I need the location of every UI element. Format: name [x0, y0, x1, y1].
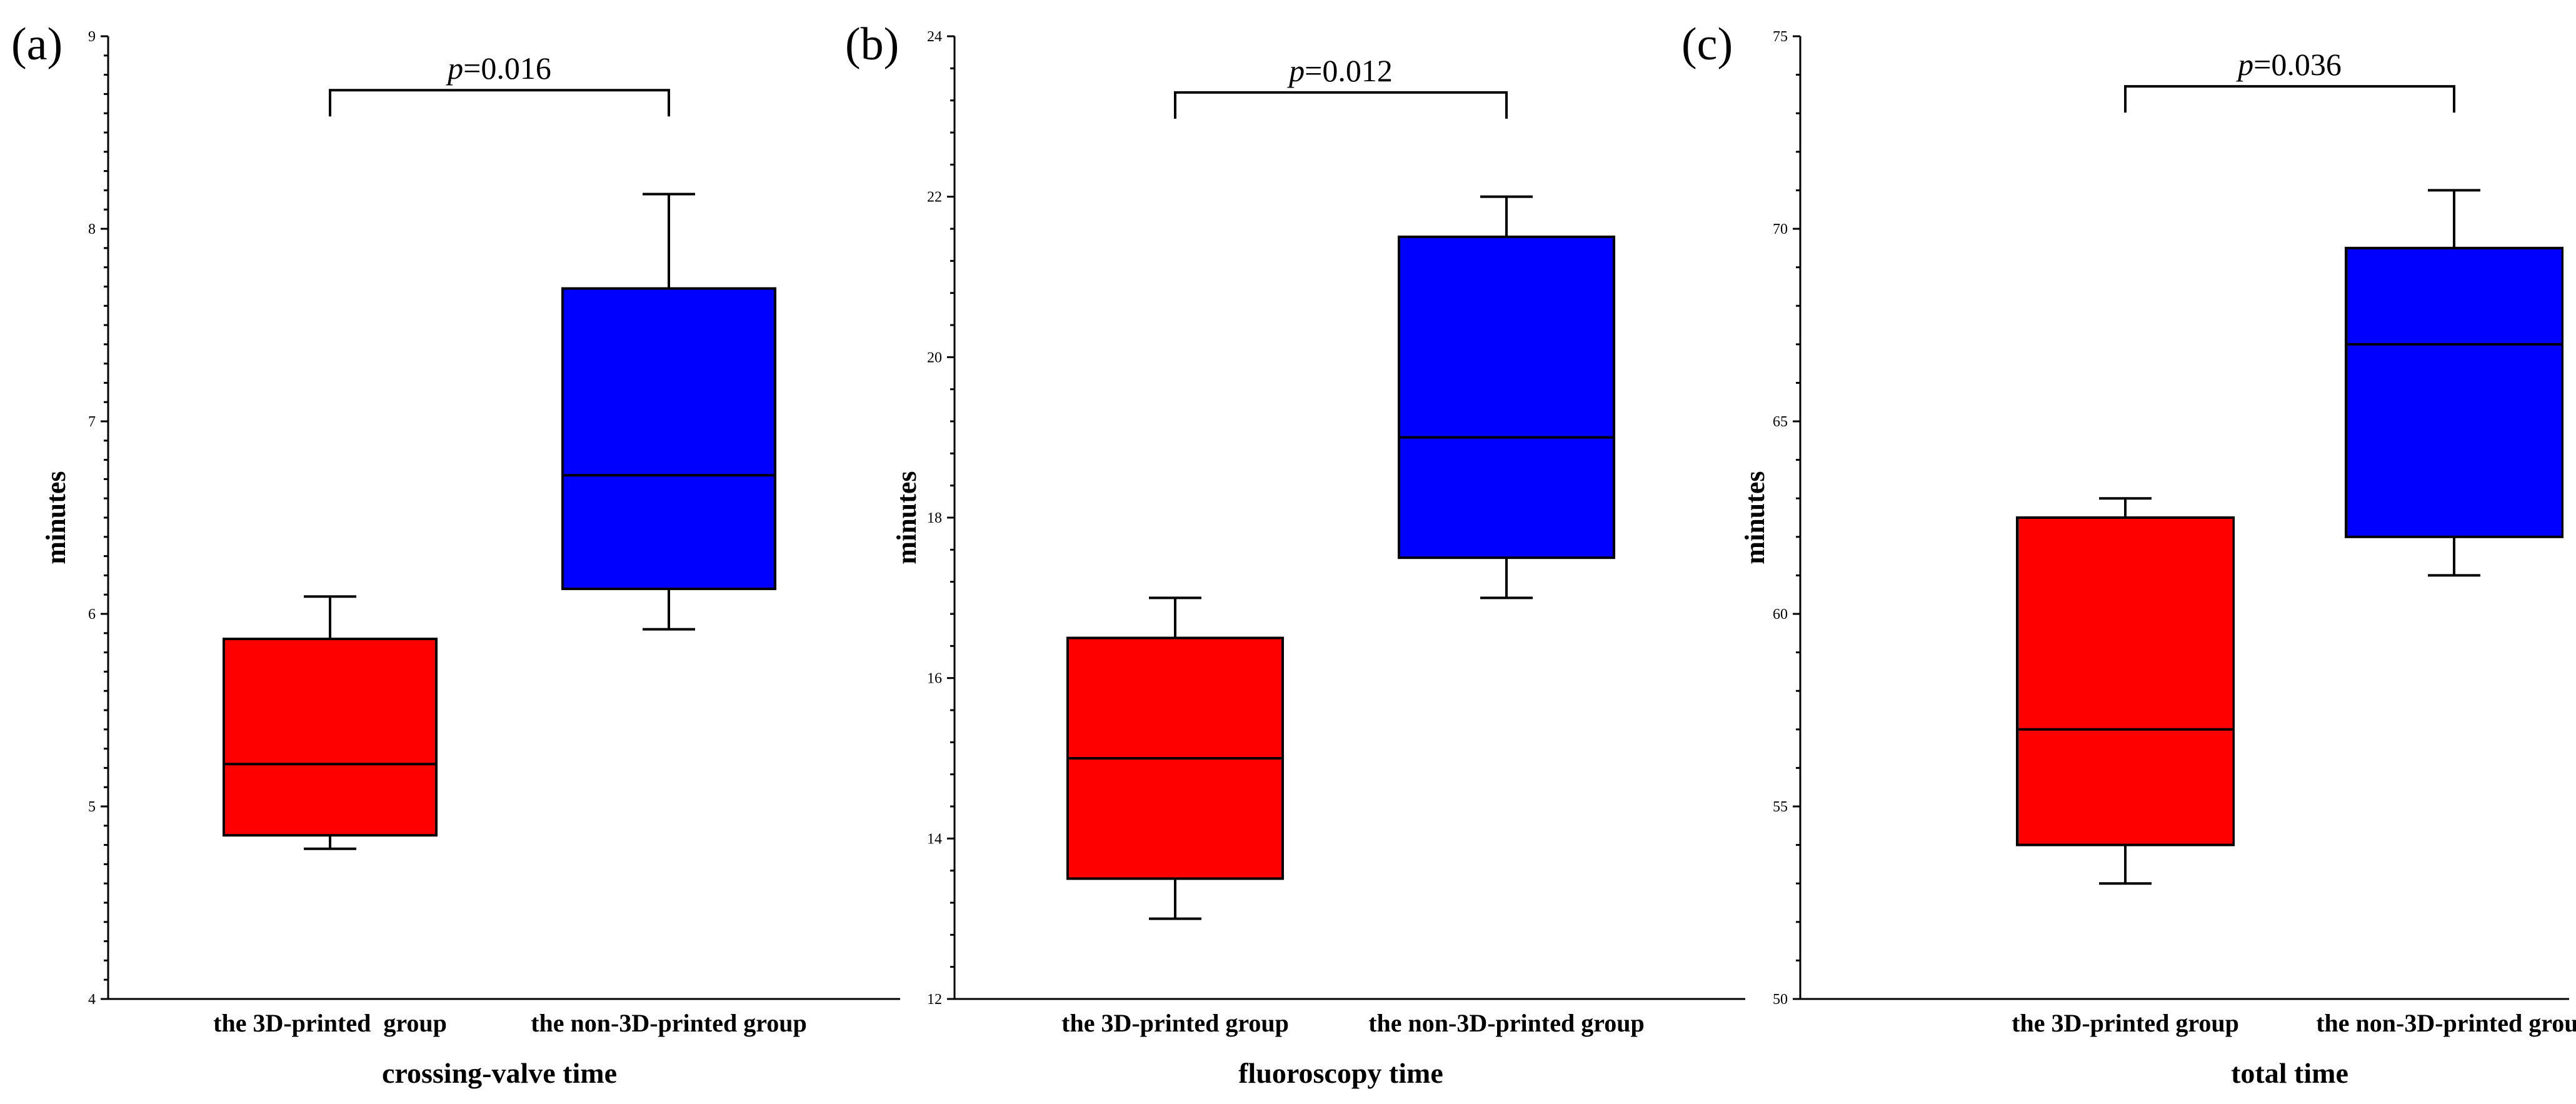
- y-tick-label: 70: [1773, 221, 1788, 238]
- box-0: [1066, 596, 1284, 920]
- category-label: the 3D-printed group: [2012, 1009, 2239, 1037]
- x-axis-label: fluoroscopy time: [1238, 1057, 1443, 1089]
- panel-2: (c) 50 55 60 65 70 75 minutes the 3D-printed gro…: [1681, 19, 2576, 1089]
- y-tick-label: 18: [927, 510, 942, 526]
- box-1: [561, 193, 776, 631]
- panel-0: (a) 4 5 6 7 8 9 minutes the 3D-printed group the …: [11, 19, 900, 1089]
- box-iqr: [2345, 246, 2563, 538]
- panel-label: (b): [845, 19, 899, 70]
- y-tick-label: 75: [1773, 29, 1788, 45]
- p-value-label: p=0.016: [446, 51, 551, 86]
- p-value: =0.012: [1305, 53, 1393, 88]
- box-1: [2345, 189, 2563, 577]
- box-1: [1398, 195, 1615, 600]
- box-0: [223, 595, 438, 850]
- y-tick-label: 8: [88, 221, 96, 238]
- y-tick-label: 9: [88, 29, 96, 45]
- p-value: =0.036: [2253, 47, 2342, 82]
- box-0: [2016, 497, 2235, 885]
- box-iqr: [1398, 235, 1615, 560]
- panel-label: (a): [11, 19, 63, 70]
- box-iqr: [561, 287, 776, 590]
- p-value: =0.016: [463, 51, 551, 86]
- box-iqr: [223, 638, 438, 837]
- p-italic: p: [446, 51, 463, 86]
- x-axis-label: total time: [2231, 1057, 2348, 1089]
- y-tick-label: 60: [1773, 606, 1788, 623]
- y-axis-label: minutes: [1740, 471, 1770, 564]
- y-tick-label: 6: [88, 606, 96, 623]
- panel-1: (b) 12 14 16 18 20 22 24 minutes the 3D-printed g…: [845, 19, 1745, 1089]
- y-tick-label: 50: [1773, 991, 1788, 1008]
- y-tick-label: 24: [927, 29, 942, 45]
- y-tick-label: 55: [1773, 799, 1788, 815]
- p-value-label: p=0.036: [2236, 47, 2342, 82]
- x-axis-label: crossing-valve time: [382, 1057, 617, 1089]
- y-tick-label: 22: [927, 189, 942, 206]
- panel-label: (c): [1681, 19, 1733, 70]
- p-italic: p: [1287, 53, 1305, 88]
- y-tick-label: 14: [927, 831, 942, 847]
- y-tick-label: 65: [1773, 414, 1788, 430]
- y-axis-label: minutes: [891, 471, 922, 564]
- y-tick-label: 7: [88, 414, 96, 430]
- y-tick-label: 5: [88, 799, 96, 815]
- significance-bracket: [329, 89, 670, 117]
- category-label: the non-3D-printed group: [1368, 1009, 1645, 1037]
- p-italic: p: [2236, 47, 2253, 82]
- p-value-label: p=0.012: [1287, 53, 1393, 88]
- category-label: the non-3D-printed group: [531, 1009, 807, 1037]
- category-label: the 3D-printed group: [213, 1009, 447, 1037]
- y-tick-label: 16: [927, 671, 942, 687]
- box-iqr: [2016, 516, 2235, 846]
- y-tick-label: 4: [88, 991, 96, 1008]
- y-tick-label: 20: [927, 349, 942, 366]
- y-tick-label: 12: [927, 991, 942, 1008]
- category-label: the non-3D-printed group: [2316, 1009, 2576, 1037]
- significance-bracket: [2124, 85, 2455, 113]
- significance-bracket: [1174, 91, 1508, 119]
- y-axis-label: minutes: [41, 471, 71, 564]
- category-label: the 3D-printed group: [1061, 1009, 1289, 1037]
